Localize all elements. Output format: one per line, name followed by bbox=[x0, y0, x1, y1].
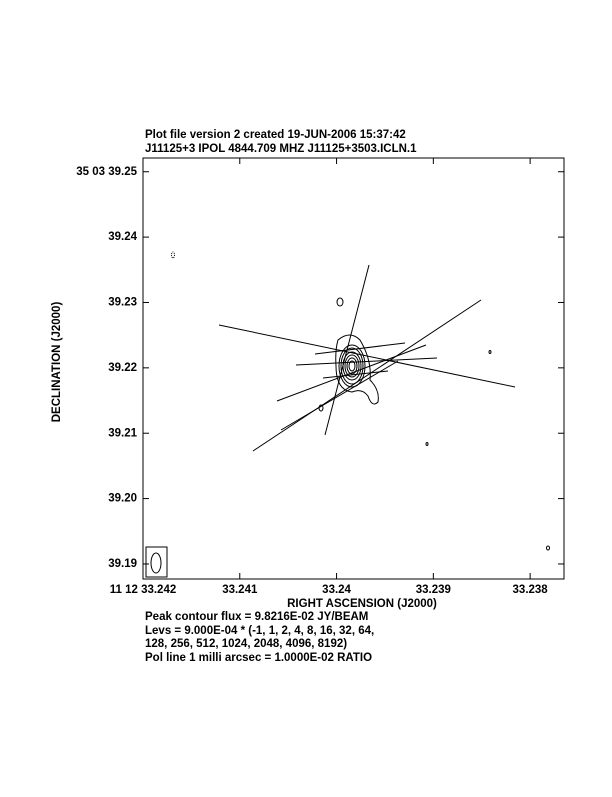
y-tick-label: 39.23 bbox=[108, 297, 137, 309]
note: Levs = 9.000E-04 * (-1, 1, 2, 4, 8, 16, … bbox=[145, 625, 374, 637]
x-tick-label: 33.239 bbox=[416, 584, 451, 596]
x-tick-label: 33.24 bbox=[322, 584, 351, 596]
note: 128, 256, 512, 1024, 2048, 4096, 8192) bbox=[145, 638, 347, 650]
chart-title: Plot file version 2 created 19-JUN-2006 … bbox=[145, 129, 406, 141]
chart-subtitle: J11125+3 IPOL 4844.709 MHZ J11125+3503.I… bbox=[145, 143, 417, 155]
y-tick-label: 39.22 bbox=[108, 362, 137, 374]
polarization-lines bbox=[218, 264, 516, 452]
y-tick-label: 39.24 bbox=[108, 231, 137, 243]
y-tick-label: 39.19 bbox=[108, 558, 137, 570]
y-tick-label: 39.20 bbox=[108, 493, 137, 505]
beam bbox=[145, 546, 168, 578]
y-axis-label: DECLINATION (J2000) bbox=[51, 302, 63, 423]
y-tick-label: 39.21 bbox=[108, 427, 137, 439]
x-tick-label: 33.238 bbox=[513, 584, 549, 596]
x-axis-label: RIGHT ASCENSION (J2000) bbox=[287, 598, 437, 610]
x-tick-label: 11 12 33.242 bbox=[110, 584, 177, 596]
plot-frame bbox=[142, 157, 565, 580]
y-tick-label: 35 03 39.25 bbox=[76, 166, 137, 178]
x-tick-label: 33.241 bbox=[222, 584, 258, 596]
note: Peak contour flux = 9.8216E-02 JY/BEAM bbox=[145, 611, 368, 623]
note: Pol line 1 milli arcsec = 1.0000E-02 RAT… bbox=[145, 652, 372, 664]
